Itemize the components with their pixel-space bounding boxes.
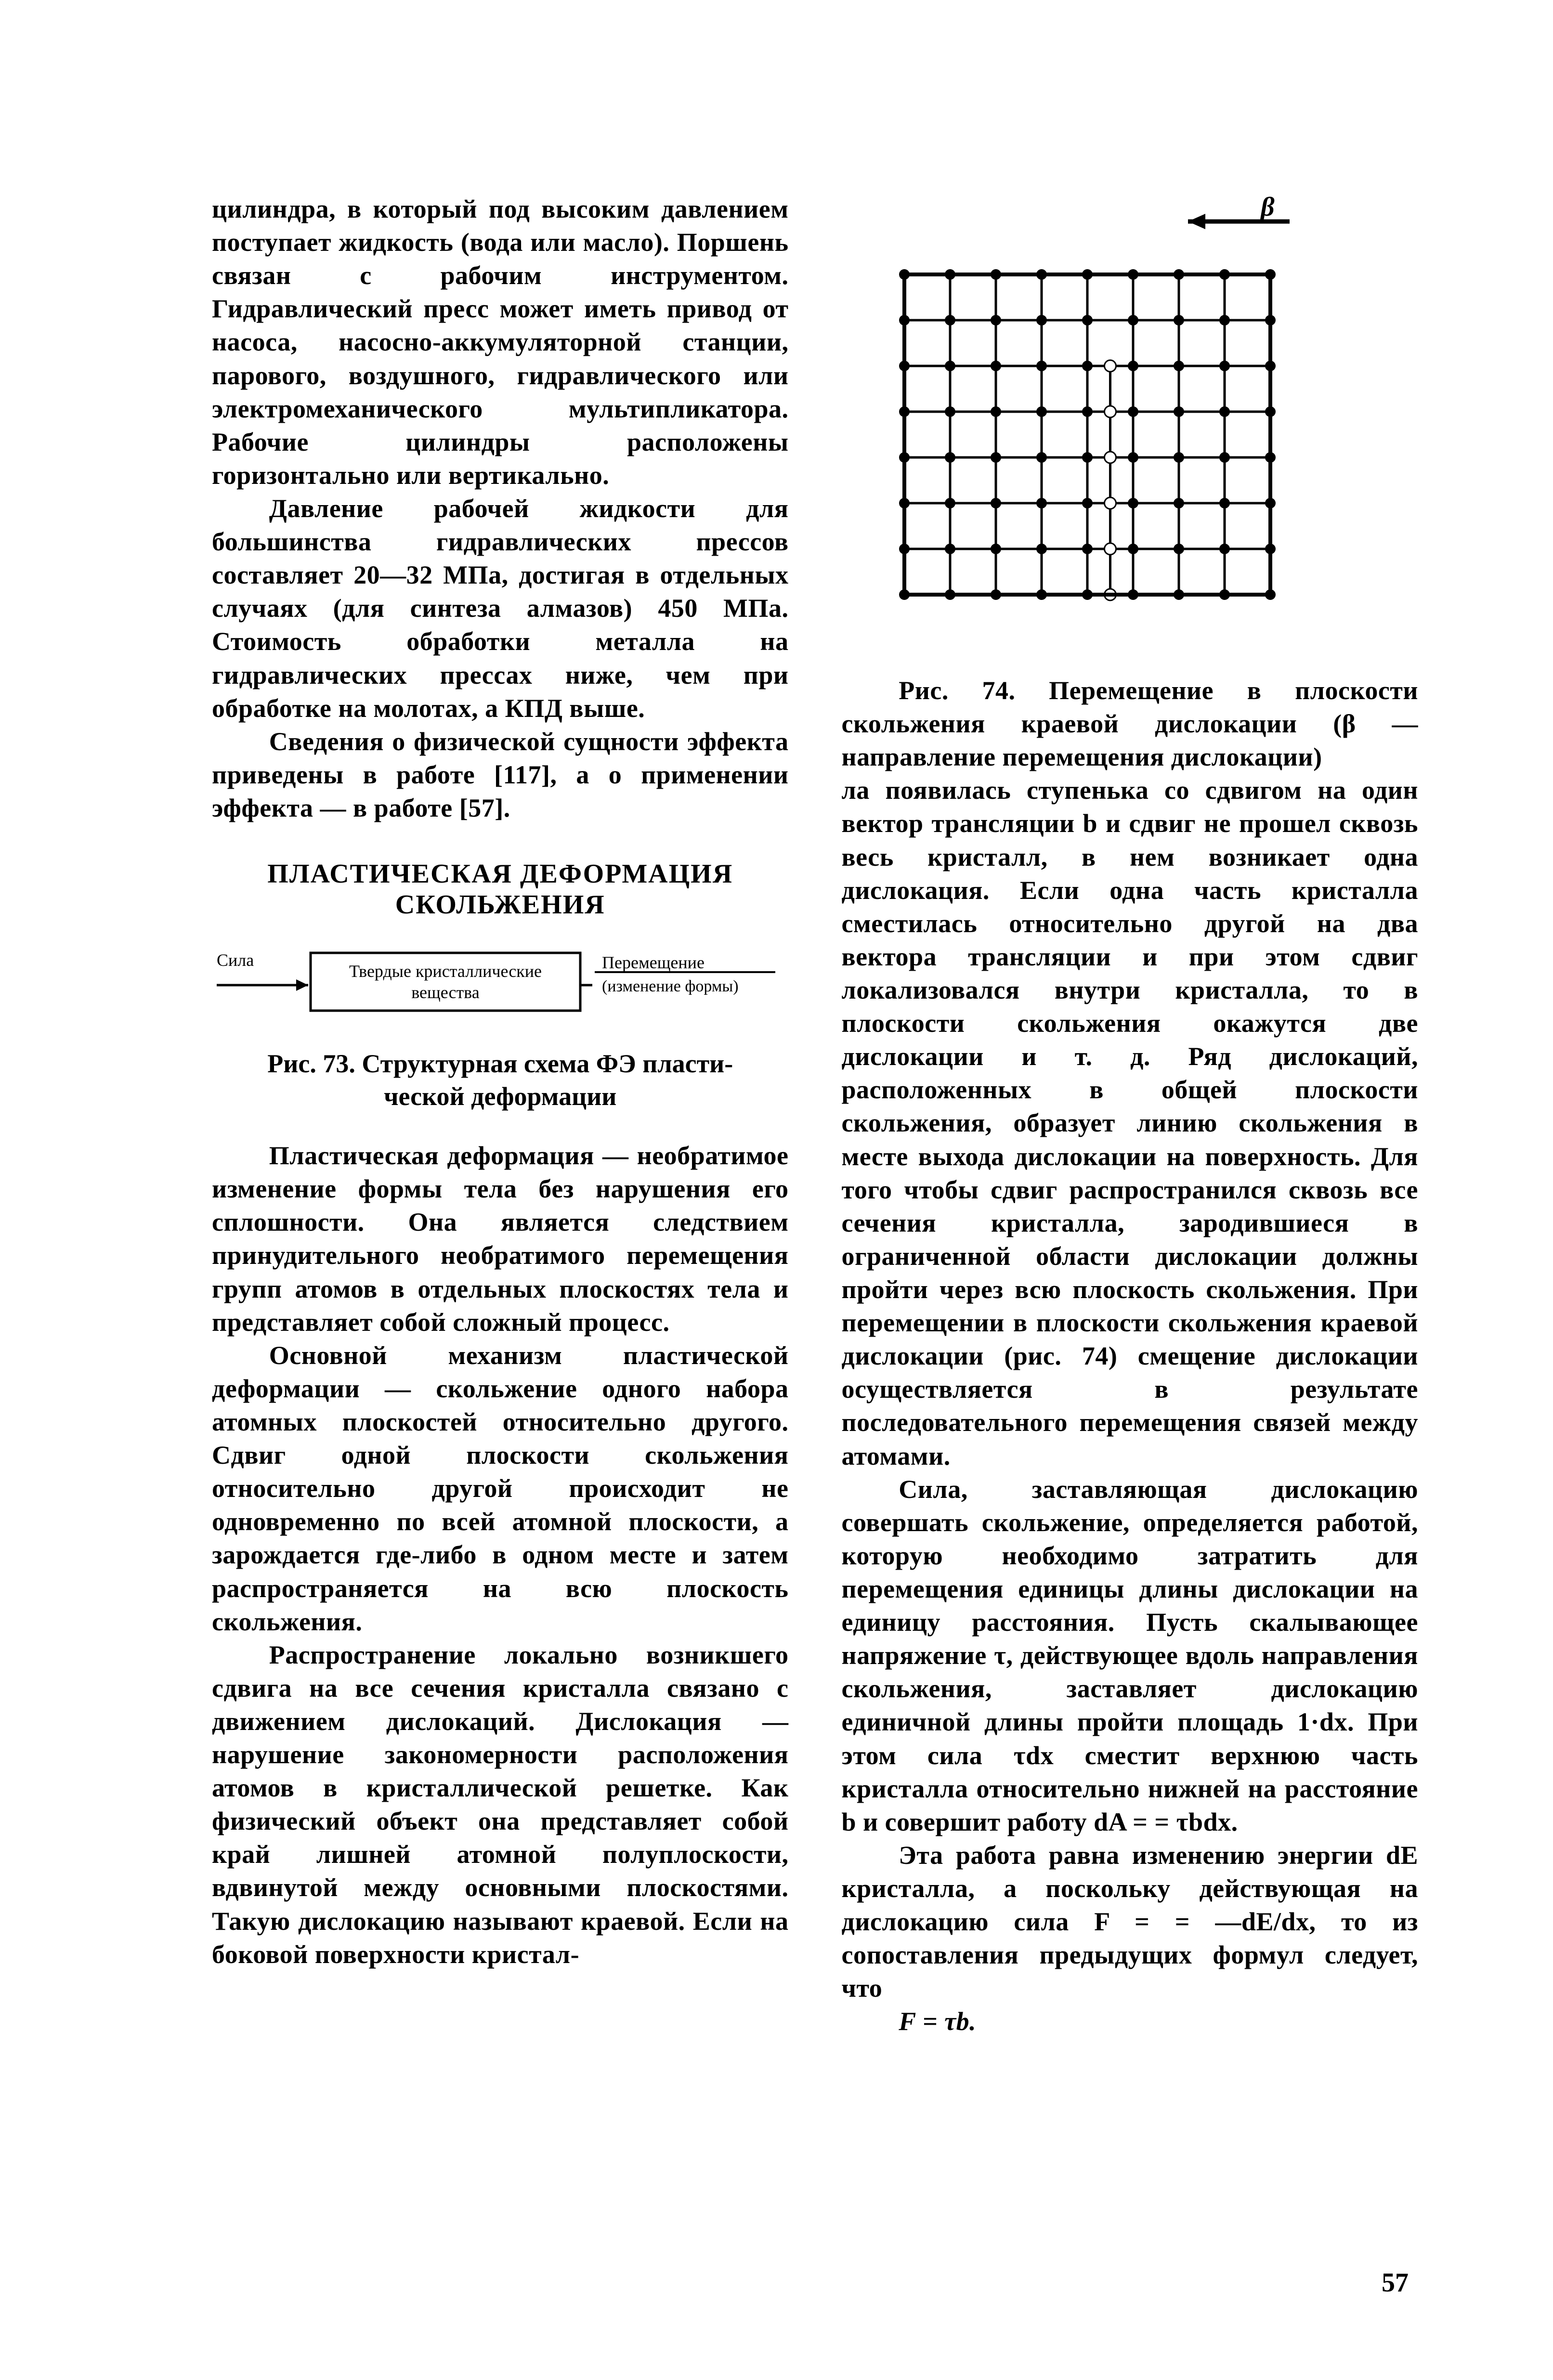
body-paragraph: Эта работа равна изменению энергии dE кр…	[842, 1839, 1419, 2005]
flowchart-svg: Сила Твердые кристаллические вещества Пе…	[212, 939, 780, 1021]
svg-text:β: β	[1260, 193, 1275, 222]
page-number: 57	[1382, 2267, 1409, 2298]
formula: F = τb.	[842, 2005, 1419, 2038]
body-paragraph: цилиндра, в который под высоким давление…	[212, 193, 789, 492]
two-column-layout: цилиндра, в который под высоким давление…	[212, 193, 1418, 2215]
body-paragraph: Распространение локально возникшего сдви…	[212, 1639, 789, 1971]
body-paragraph: Сила, заставляющая дислокацию совершать …	[842, 1473, 1419, 1839]
diagram-output-label: (изменение формы)	[602, 977, 739, 995]
diagram-input-label: Сила	[217, 950, 254, 970]
diagram-arrowhead	[296, 979, 308, 991]
section-heading-line: СКОЛЬЖЕНИЯ	[395, 890, 605, 920]
body-paragraph: Пластическая деформация — необратимое из…	[212, 1139, 789, 1339]
body-paragraph: Давление рабочей жидкости для большинств…	[212, 492, 789, 725]
figure-74-caption: Рис. 74. Перемещение в плоскости скольже…	[842, 674, 1419, 774]
body-paragraph: Сведения о физической сущности эффекта п…	[212, 725, 789, 825]
page: цилиндра, в который под высоким давление…	[0, 0, 1553, 2380]
body-paragraph: ла появилась ступенька со сдвигом на оди…	[842, 774, 1419, 1472]
section-heading: ПЛАСТИЧЕСКАЯ ДЕФОРМАЦИЯ СКОЛЬЖЕНИЯ	[212, 858, 789, 920]
lattice-svg: β	[842, 193, 1371, 664]
body-paragraph: Основной механизм пластической деформаци…	[212, 1339, 789, 1639]
figure-73-caption: Рис. 73. Структурная схема ФЭ пласти- че…	[212, 1048, 789, 1113]
diagram-output-label: Перемещение	[602, 953, 705, 972]
diagram-box-text: вещества	[411, 983, 480, 1002]
figure-74-diagram: β	[842, 193, 1419, 664]
figure-73-diagram: Сила Твердые кристаллические вещества Пе…	[212, 939, 789, 1021]
diagram-box-text: Твердые кристаллические	[349, 962, 542, 981]
caption-line: ческой деформации	[384, 1082, 616, 1111]
caption-line: Рис. 73. Структурная схема ФЭ пласти-	[267, 1049, 733, 1078]
section-heading-line: ПЛАСТИЧЕСКАЯ ДЕФОРМАЦИЯ	[267, 859, 733, 889]
